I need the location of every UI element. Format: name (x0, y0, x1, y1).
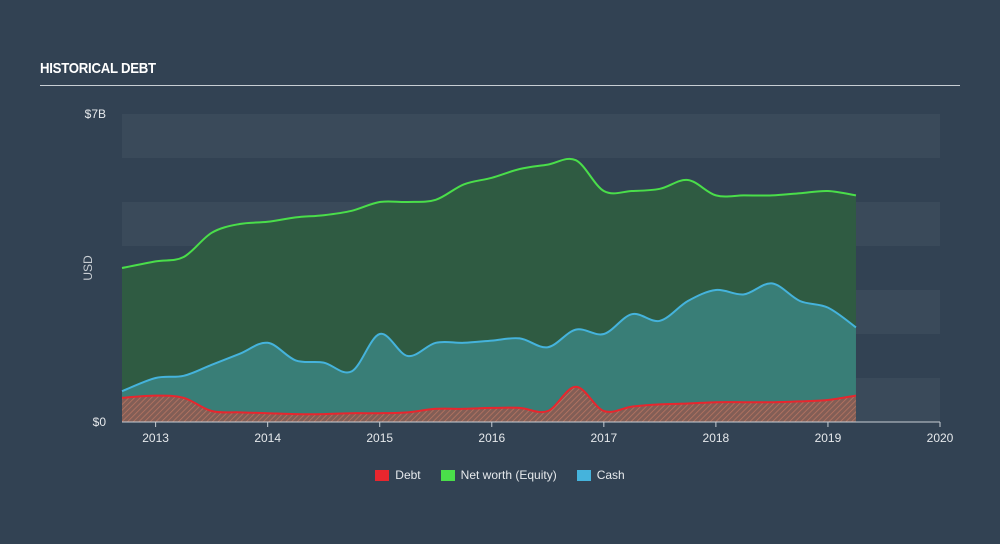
x-tick-label: 2013 (142, 431, 169, 445)
background-band (122, 114, 940, 158)
title-divider (40, 85, 960, 86)
y-tick-label: $7B (85, 107, 106, 121)
y-tick-label: $0 (93, 415, 107, 429)
series-areas (122, 158, 856, 422)
series-lines (121, 157, 857, 416)
legend-swatch-equity (440, 469, 455, 481)
area-debt (122, 386, 856, 422)
legend-label-cash: Cash (596, 468, 625, 482)
legend-item-debt[interactable]: Debt (375, 468, 421, 482)
legend-label-equity: Net worth (Equity) (460, 468, 557, 482)
legend-swatch-debt (375, 469, 390, 481)
legend: Debt Net worth (Equity) Cash (0, 468, 1000, 482)
x-tick-label: 2016 (478, 431, 505, 445)
x-tick-label: 2018 (703, 431, 730, 445)
line-debt (121, 385, 857, 416)
axes: 2013 2014 2015 2016 2017 2018 2019 2020 $0 $7B (85, 107, 954, 445)
x-tick-label: 2020 (927, 431, 954, 445)
line-cash (121, 282, 857, 393)
x-tick-label: 2014 (254, 431, 281, 445)
x-tick-label: 2015 (366, 431, 393, 445)
x-tick-label: 2019 (815, 431, 842, 445)
legend-label-debt: Debt (395, 468, 421, 482)
x-tick-label: 2017 (590, 431, 617, 445)
line-net-worth-equity (121, 157, 857, 269)
y-axis-label: USD (81, 255, 95, 281)
area-cash (122, 283, 856, 422)
legend-item-equity[interactable]: Net worth (Equity) (440, 468, 557, 482)
chart-title: HISTORICAL DEBT (40, 60, 156, 77)
legend-swatch-cash (576, 469, 591, 481)
legend-item-cash[interactable]: Cash (576, 468, 625, 482)
